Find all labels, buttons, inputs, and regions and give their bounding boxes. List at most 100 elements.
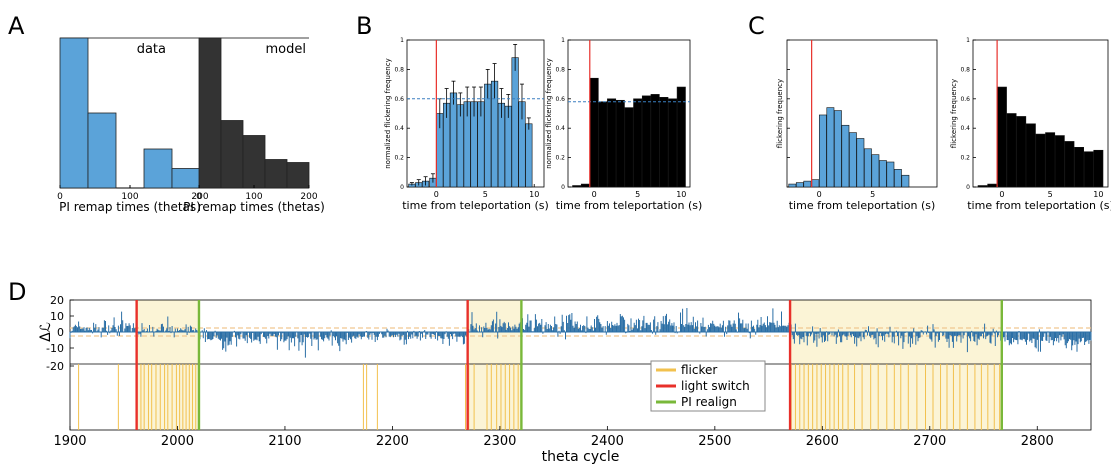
y-tick-label: 0	[400, 184, 404, 191]
x-tick-label: 2400	[591, 434, 624, 449]
y-tick-label: 0.6	[394, 96, 404, 103]
bar	[863, 148, 872, 188]
x-tick-label: 100	[121, 192, 138, 202]
bar	[987, 183, 998, 188]
y-tick-label: 0	[57, 326, 64, 339]
bar	[484, 83, 492, 188]
x-tick-label: 5	[1048, 190, 1053, 199]
y-tick-label: 0.2	[555, 155, 565, 162]
y-axis-label: flickering frequency	[776, 79, 784, 148]
bar	[803, 180, 812, 188]
x-axis-label: time from teleportation (s)	[556, 199, 703, 212]
bar	[826, 107, 835, 188]
histogram-bar	[143, 148, 173, 189]
bar	[811, 179, 820, 188]
bar	[1045, 132, 1056, 188]
y-tick-label: 0	[561, 184, 565, 191]
bar	[511, 57, 519, 188]
histogram-bar	[242, 135, 266, 189]
x-tick-label: 200	[300, 192, 317, 202]
bar	[1016, 116, 1027, 188]
x-tick-label: 200	[191, 192, 208, 202]
y-tick-label: 0.8	[394, 66, 404, 73]
x-axis-label: PI remap times (thetas)	[59, 200, 201, 214]
chart-d-timeseries: 20 10 0 -10 -20 Δℒ 1900 2000 2100 2200 2300 2400 250…	[38, 294, 1092, 465]
x-tick-label: 2700	[913, 434, 946, 449]
x-tick-label: 2800	[1021, 434, 1054, 449]
x-axis-label: time from teleportation (s)	[789, 199, 936, 212]
bar	[633, 98, 643, 188]
bar	[1064, 141, 1075, 188]
y-tick-label: 0.8	[960, 66, 970, 73]
x-tick-label: 2500	[698, 434, 731, 449]
histogram-bar	[286, 162, 310, 189]
bar	[1006, 113, 1017, 188]
x-tick-label: 0	[999, 190, 1004, 199]
chart-title: data	[137, 42, 166, 57]
legend-light-switch-label: light switch	[681, 379, 750, 393]
y-tick-label: 10	[50, 310, 64, 323]
y-axis-label: Δℒ	[38, 322, 54, 342]
bar	[449, 92, 458, 188]
y-tick-label: 20	[50, 294, 64, 307]
y-tick-label: 0.8	[555, 66, 565, 73]
bar	[525, 123, 533, 188]
bar	[1054, 135, 1065, 188]
y-tick-label: 0.6	[960, 96, 970, 103]
x-tick-label: 0	[592, 190, 597, 199]
y-tick-label: 1	[561, 37, 565, 44]
x-tick-label: 2000	[161, 434, 194, 449]
legend: flicker light switch PI realign	[650, 360, 766, 412]
histogram-bar	[87, 112, 117, 189]
bar	[871, 154, 880, 188]
bar	[607, 98, 617, 188]
x-tick-label: 5	[870, 190, 875, 199]
bar	[624, 107, 634, 188]
bar	[572, 185, 582, 188]
bar	[456, 104, 464, 188]
x-tick-label: 2200	[376, 434, 409, 449]
bar	[598, 101, 608, 188]
x-tick-label: 2100	[268, 434, 301, 449]
x-tick-label: 1900	[53, 434, 86, 449]
x-tick-label: 10	[676, 190, 686, 199]
y-tick-label: 0.2	[960, 155, 970, 162]
x-tick-label: 10	[1093, 190, 1103, 199]
bar	[996, 86, 1007, 188]
y-axis-label: normalized flickering frequency	[384, 58, 392, 168]
bar	[659, 97, 669, 188]
bar	[886, 161, 895, 188]
plot-frame	[69, 299, 1092, 431]
chart-title: model	[266, 42, 306, 57]
remap-interval-shade	[467, 300, 522, 430]
histogram-bar	[171, 168, 201, 189]
bar	[1025, 123, 1036, 188]
y-tick-label: 0.4	[555, 125, 565, 132]
x-tick-label: 0	[57, 192, 63, 202]
bar	[668, 98, 678, 188]
bar	[856, 138, 865, 188]
x-tick-label: 2600	[806, 434, 839, 449]
x-axis-label: PI remap times (thetas)	[183, 200, 325, 214]
legend-pi-realign-label: PI realign	[681, 395, 737, 409]
chart-a-model: 0 100 200 model PI remap times (thetas)	[183, 37, 325, 214]
histogram-bar	[59, 37, 89, 189]
histogram-bar	[264, 159, 288, 189]
x-tick-label: 0	[434, 190, 439, 199]
bar	[650, 94, 660, 188]
bar	[841, 124, 850, 188]
legend-flicker-label: flicker	[681, 363, 717, 377]
bar	[1093, 149, 1104, 188]
bar	[901, 174, 910, 188]
bar	[788, 183, 797, 188]
x-axis-label: time from teleportation (s)	[967, 199, 1111, 212]
bar	[833, 110, 842, 188]
x-tick-label: 5	[483, 190, 488, 199]
delta-likelihood-trace	[69, 308, 1092, 358]
bar	[589, 77, 599, 188]
x-axis-label: time from teleportation (s)	[402, 199, 549, 212]
